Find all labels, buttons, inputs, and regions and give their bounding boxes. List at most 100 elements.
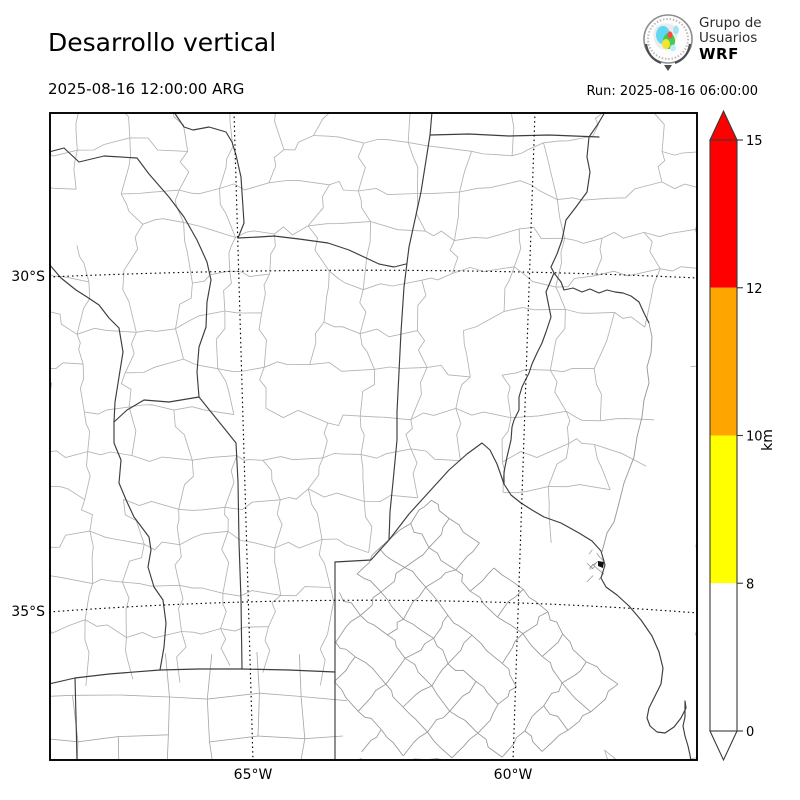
department-boundary (274, 547, 282, 596)
department-boundary (224, 507, 229, 532)
department-boundary (600, 418, 655, 422)
department-boundary (217, 368, 235, 415)
wrf-logo: Grupo de Usuarios WRF (642, 12, 798, 74)
department-boundary (31, 694, 73, 698)
department-boundary (121, 189, 180, 195)
department-boundary (363, 279, 422, 291)
department-boundary (428, 518, 450, 548)
department-boundary (89, 530, 145, 545)
department-boundary (179, 530, 229, 546)
department-boundary (593, 368, 602, 421)
department-boundary (541, 729, 569, 752)
logo-text-line1: Grupo de (699, 15, 762, 31)
department-boundary (122, 499, 145, 545)
department-boundary (359, 416, 365, 455)
department-boundary (339, 592, 361, 616)
department-boundary (274, 225, 309, 236)
department-boundary (84, 451, 91, 500)
department-boundary (357, 710, 382, 730)
department-boundary (385, 684, 404, 708)
department-boundary (513, 228, 522, 267)
border-mendoza-sanluis (48, 263, 167, 671)
colorbar-seg-white (710, 583, 737, 731)
colorbar-seg-red (710, 140, 737, 288)
axis-label-lat-35s: 35°S (11, 604, 45, 620)
department-boundary (555, 286, 566, 310)
department-boundary (307, 488, 323, 540)
department-boundary (207, 692, 260, 700)
department-boundary (378, 548, 405, 568)
border-sanluis-north (113, 396, 200, 423)
department-boundary (223, 270, 232, 312)
department-boundary (42, 450, 88, 458)
department-boundary (410, 499, 432, 524)
department-boundary (547, 443, 570, 487)
department-boundary (125, 358, 184, 374)
department-boundary (387, 634, 406, 659)
department-boundary (175, 282, 193, 329)
department-boundary (178, 460, 194, 510)
department-boundary (129, 137, 188, 152)
department-boundary (387, 618, 404, 636)
department-boundary (417, 280, 427, 331)
department-boundary (657, 151, 666, 183)
department-boundary (502, 663, 517, 688)
department-boundary (543, 705, 569, 731)
department-boundary (407, 89, 413, 143)
department-boundary (357, 683, 387, 712)
department-boundary (87, 451, 132, 456)
department-boundary (329, 180, 359, 192)
department-boundary (589, 561, 599, 568)
department-boundary (283, 135, 314, 151)
department-boundary (459, 151, 473, 193)
page-title: Desarrollo vertical (48, 28, 277, 57)
department-boundary (588, 549, 593, 555)
department-boundary (404, 657, 433, 687)
department-boundary (176, 509, 181, 545)
department-boundary (362, 221, 372, 290)
department-boundary (47, 310, 78, 335)
department-boundary (501, 374, 512, 418)
colorbar-tick-8: 8 (746, 577, 754, 592)
department-boundary (259, 692, 302, 697)
department-boundary (522, 611, 549, 634)
map-frame (49, 112, 698, 761)
border-lapampa-north (48, 668, 336, 685)
department-boundary (501, 368, 551, 376)
wrf-logo-icon (643, 14, 693, 71)
department-boundary (175, 310, 225, 330)
logo-text-line2: Usuarios (699, 30, 758, 47)
department-boundary (453, 191, 461, 241)
department-boundary (220, 593, 227, 629)
department-boundary (410, 448, 461, 462)
department-boundary (543, 135, 593, 144)
department-boundary (448, 518, 480, 544)
department-boundary (268, 149, 285, 183)
department-boundary (359, 333, 375, 370)
department-boundary (510, 410, 567, 419)
department-boundary (547, 486, 552, 543)
department-boundary (361, 729, 382, 753)
department-boundary (220, 626, 269, 632)
department-boundary (425, 586, 449, 616)
department-boundary (75, 111, 80, 151)
department-boundary (410, 523, 430, 548)
department-boundary (447, 634, 473, 664)
department-boundary (121, 544, 145, 583)
department-boundary (84, 406, 130, 415)
department-boundary (431, 685, 451, 712)
department-boundary (235, 230, 275, 238)
department-boundary (590, 683, 619, 713)
department-boundary (122, 581, 130, 638)
colorbar-seg-yellow (710, 435, 737, 584)
department-boundary (76, 281, 91, 335)
department-boundary (262, 460, 281, 500)
department-boundary (524, 705, 544, 732)
department-boundary (83, 411, 91, 452)
department-boundary (308, 488, 365, 502)
department-boundary (29, 185, 77, 190)
department-boundary (449, 681, 477, 712)
department-boundary (428, 547, 457, 571)
department-boundary (173, 410, 193, 461)
